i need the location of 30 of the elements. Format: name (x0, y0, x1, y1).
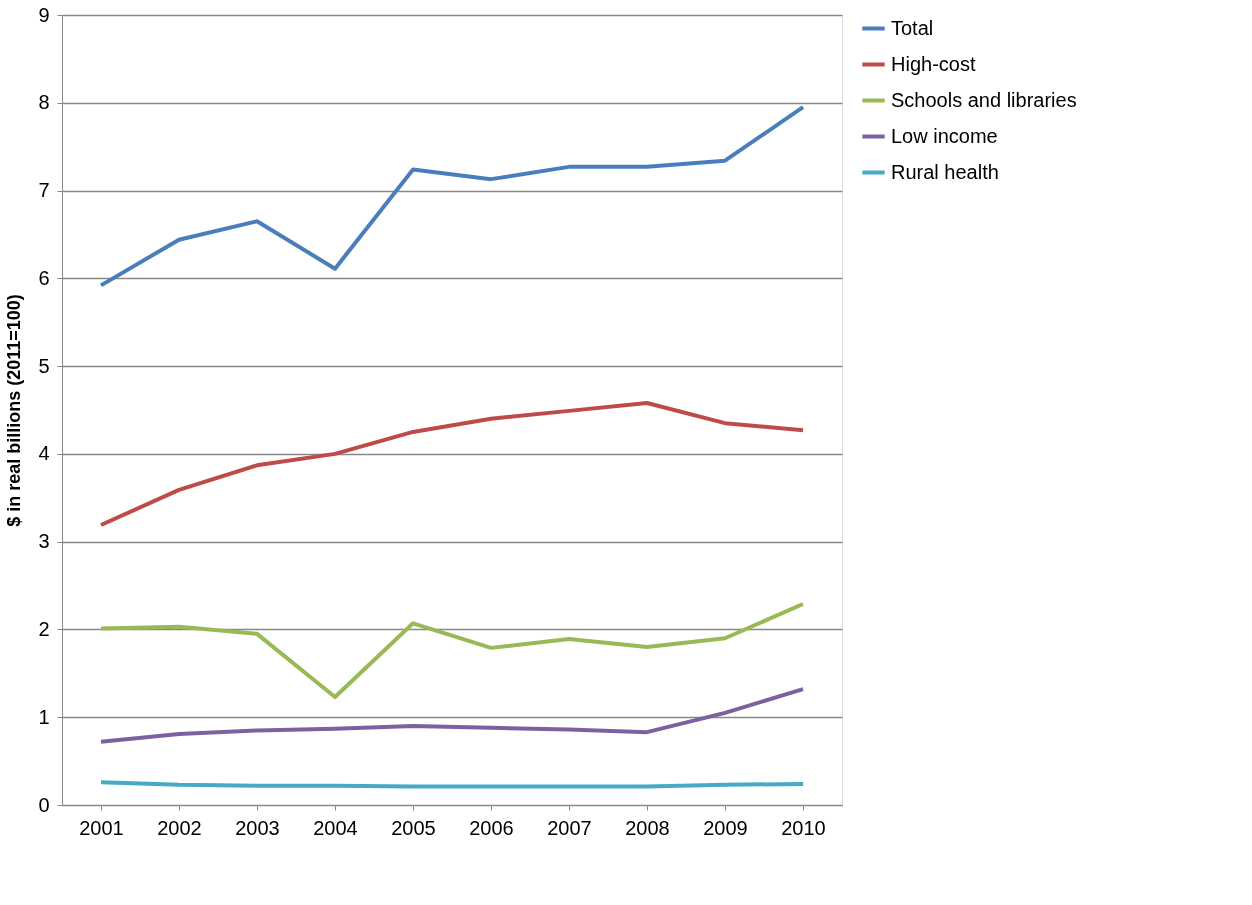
x-tick-label: 2004 (313, 816, 358, 839)
x-tick-label: 2001 (79, 816, 124, 839)
legend-label: Low income (891, 124, 998, 147)
x-tick-label: 2006 (469, 816, 514, 839)
x-tick-label: 2005 (391, 816, 436, 839)
line-series (99, 687, 805, 744)
y-axis-title: $ in real billions (2011=100) (4, 294, 25, 527)
legend-label: Schools and libraries (891, 88, 1077, 111)
x-tick-label: 2007 (547, 816, 592, 839)
line-series (99, 105, 805, 288)
y-tick-label: 8 (38, 91, 50, 114)
x-tick-label: 2010 (781, 816, 826, 839)
x-tick-label: 2002 (157, 816, 202, 839)
y-tick-label: 9 (38, 3, 50, 26)
y-tick-label: 2 (38, 617, 50, 640)
line-series (99, 400, 805, 527)
y-tick-label: 6 (38, 266, 50, 289)
legend-label: High-cost (891, 52, 976, 75)
x-tick-label: 2008 (625, 816, 670, 839)
y-tick-label: 4 (38, 442, 50, 465)
legend-label: Total (891, 16, 934, 39)
line-series (99, 601, 805, 700)
legend-label: Rural health (891, 160, 999, 183)
x-tick-label: 2003 (235, 816, 280, 839)
y-tick-label: 5 (38, 354, 50, 377)
y-tick-label: 7 (38, 179, 50, 202)
x-tick-label: 2009 (703, 816, 748, 839)
y-tick-label: 0 (38, 793, 50, 816)
y-tick-label: 1 (38, 705, 50, 728)
y-tick-label: 3 (38, 530, 50, 553)
